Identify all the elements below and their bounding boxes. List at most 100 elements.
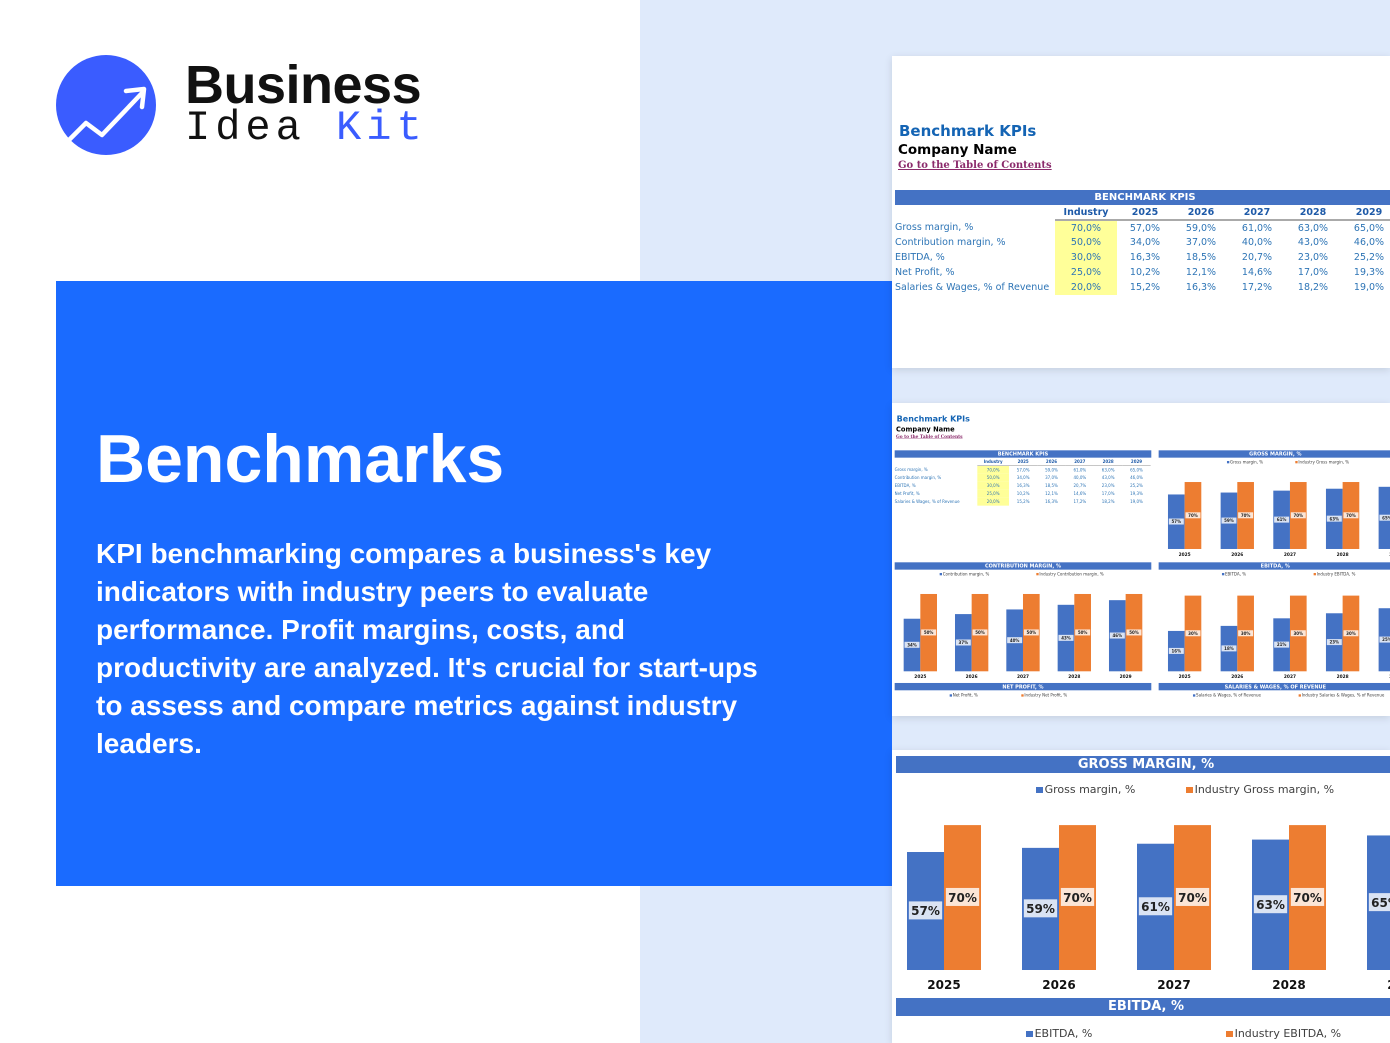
chart-title-bar: EBITDA, %: [896, 998, 1390, 1016]
year-value: 59,0%: [1045, 467, 1058, 473]
header-year: 2025: [1008, 457, 1038, 466]
hero-title: Benchmarks: [96, 421, 505, 497]
x-axis-label: 2029: [1387, 978, 1390, 992]
header-year: 2028: [1093, 457, 1123, 466]
data-label-box: [1326, 639, 1342, 646]
legend-label: Industry Gross margin, %: [1298, 459, 1350, 465]
kpi-table-card: Benchmark KPIs Company Name Go to the Ta…: [892, 56, 1390, 368]
data-label-box: [1185, 512, 1201, 519]
data-label: 57%: [911, 904, 940, 918]
data-label: 21%: [1277, 642, 1287, 647]
legend-swatch-blue: [1221, 572, 1225, 576]
x-axis-label: 2028: [1337, 674, 1349, 680]
contribution-margin-chart: CONTRIBUTION MARGIN, % Contribution margi…: [894, 562, 1152, 682]
data-label-box: [1168, 518, 1184, 525]
year-value: 59,0%: [1185, 222, 1217, 234]
legend-swatch-orange: [1226, 1030, 1233, 1038]
year-value: 46,0%: [1130, 475, 1143, 480]
chart-legend-item: EBITDA, %: [1026, 1027, 1092, 1040]
table-title-bar: BENCHMARK KPIS: [895, 190, 1390, 205]
toc-link[interactable]: Go to the Table of Contents: [898, 160, 1052, 171]
legend-label: Industry EBITDA, %: [1316, 571, 1356, 577]
industry-value: 50,0%: [977, 473, 1009, 482]
table-title-bar: BENCHMARK KPIS: [894, 450, 1152, 458]
data-label: 70%: [948, 891, 977, 905]
year-value: 46,0%: [1353, 237, 1385, 248]
data-label: 40%: [1010, 638, 1020, 643]
data-label-box: [1175, 887, 1210, 906]
industry-value: 70,0%: [1055, 220, 1117, 235]
year-value: 17,0%: [1297, 267, 1329, 278]
year-value: 12,1%: [1185, 267, 1217, 278]
data-label-box: [921, 629, 937, 636]
data-label-box: [1379, 514, 1390, 521]
legend-swatch-blue: [939, 572, 943, 576]
year-value: 40,0%: [1241, 237, 1273, 248]
data-label-box: [1168, 647, 1184, 654]
toc-link[interactable]: Go to the Table of Contents: [895, 434, 963, 440]
data-label: 70%: [1346, 513, 1356, 518]
chart-legend-item: Industry Gross margin, %: [1186, 783, 1334, 796]
data-label: 25%: [1382, 637, 1390, 642]
row-label: EBITDA, %: [894, 483, 916, 488]
data-label-box: [1290, 887, 1325, 906]
legend-swatch-blue: [1192, 694, 1196, 697]
table-row: Gross margin, % 70,0% 57,0% 59,0% 61,0% 63,0%…: [895, 220, 1390, 235]
logo-word-idea-kit: Idea Kit: [185, 105, 427, 151]
year-value: 16,3%: [1045, 499, 1058, 504]
legend-swatch-orange: [1186, 786, 1193, 794]
legend-label: Salaries & Wages, % of Revenue: [1196, 692, 1261, 698]
year-value: 19,0%: [1353, 282, 1385, 293]
table-row: Net Profit, % 25,0% 10,2% 12,1% 14,6% 17,0% 19…: [895, 489, 1151, 498]
legend-swatch-orange: [1313, 572, 1317, 576]
data-label: 46%: [1113, 633, 1123, 638]
legend-swatch-orange: [1021, 694, 1024, 697]
chart-title-bar: CONTRIBUTION MARGIN, %: [894, 562, 1152, 570]
year-value: 63,0%: [1101, 467, 1115, 473]
row-label: Contribution margin, %: [894, 475, 942, 480]
data-label: 70%: [1293, 891, 1322, 905]
data-label: 16%: [1172, 649, 1182, 654]
chart-title-bar: GROSS MARGIN, %: [896, 756, 1390, 773]
data-label: 70%: [1241, 513, 1251, 518]
data-label-box: [945, 887, 980, 906]
legend-swatch-orange: [1298, 694, 1302, 697]
table-row: Salaries & Wages, % of Revenue 20,0% 15,2%…: [895, 280, 1390, 295]
x-axis-label: 2027: [1157, 978, 1190, 992]
kpi-table: Industry 2025 2026 2027 2028 2029 Gross margin…: [895, 205, 1390, 295]
chart-title-bar: EBITDA, %: [1158, 562, 1390, 570]
data-label-box: [1007, 637, 1023, 644]
year-value: 40,0%: [1073, 475, 1087, 480]
data-label-box: [1138, 897, 1173, 916]
industry-value: 70,0%: [977, 465, 1009, 474]
x-axis-label: 2028: [1068, 674, 1080, 680]
gross-margin-chart: GROSS MARGIN, % Gross margin, % Industry G…: [1158, 450, 1390, 560]
table-row: EBITDA, % 30,0% 16,3% 18,5% 20,7% 23,0% 25,2%: [895, 250, 1390, 265]
sheet-title: Benchmark KPIs: [899, 122, 1037, 140]
x-axis-label: 2029: [1120, 674, 1132, 680]
data-label: 18%: [1224, 646, 1234, 651]
data-label-box: [904, 641, 920, 648]
chart-legend-item: Salaries & Wages, % of Revenue: [1192, 692, 1261, 698]
data-label: 65%: [1371, 896, 1390, 910]
chart-legend-item: Industry Salaries & Wages, % of Revenue: [1298, 693, 1384, 698]
table-row: Contribution margin, % 50,0% 34,0% 37,0% 40,…: [894, 473, 1151, 482]
industry-value: 25,0%: [1055, 265, 1117, 280]
salaries-wages-chart: SALARIES & WAGES, % OF REVENUE Salaries &…: [1158, 682, 1390, 710]
data-label-box: [1023, 629, 1039, 636]
industry-value: 20,0%: [1055, 280, 1117, 295]
year-value: 57,0%: [1129, 222, 1161, 234]
year-value: 19,3%: [1353, 267, 1385, 278]
kpi-table: Industry 2025 2026 2027 2028 2029 Gross margin…: [894, 457, 1151, 506]
data-label: 50%: [1078, 630, 1088, 635]
row-label: Contribution margin, %: [895, 237, 1006, 248]
data-label: 65%: [1382, 515, 1390, 520]
year-value: 17,2%: [1073, 499, 1087, 504]
x-axis-label: 2028: [1272, 978, 1305, 992]
data-label-box: [1238, 512, 1254, 519]
x-axis-label: 2025: [1179, 674, 1191, 680]
data-label: 59%: [1026, 902, 1055, 916]
sheet-title: Benchmark KPIs: [896, 414, 970, 424]
row-label: Salaries & Wages, % of Revenue: [895, 282, 1050, 293]
chart-legend-item: Contribution margin, %: [939, 572, 989, 576]
